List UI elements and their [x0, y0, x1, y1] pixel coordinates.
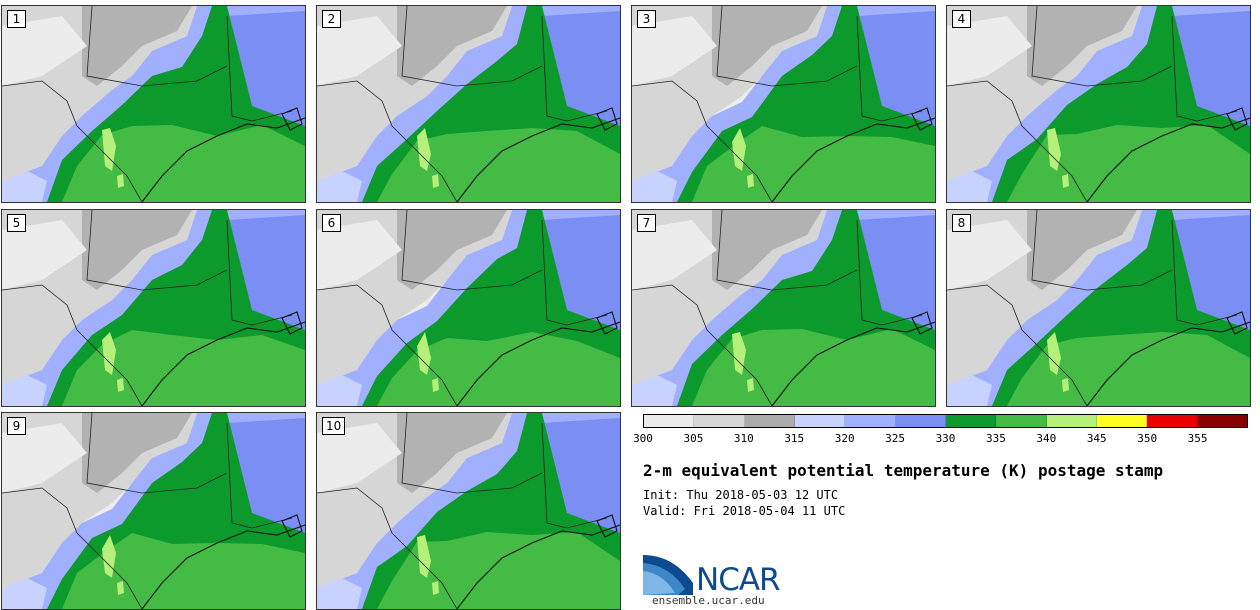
- colorbar-segment: [1197, 415, 1247, 427]
- colorbar-ticks: 300 305 310 315 320 325 330 335 340 345 350 355: [633, 432, 1248, 446]
- member-number: 1: [7, 10, 26, 28]
- map-panel: 9: [1, 412, 306, 610]
- map-image: [2, 6, 305, 202]
- map-panel: 2: [316, 5, 621, 203]
- colorbar-segment: [945, 415, 997, 427]
- colorbar-segment: [1096, 415, 1148, 427]
- map-panel: 4: [946, 5, 1251, 203]
- member-number: 6: [322, 214, 341, 232]
- colorbar-tick-label: 330: [935, 432, 956, 445]
- map-image: [947, 210, 1250, 406]
- colorbar: [643, 414, 1248, 428]
- colorbar-tick-label: 355: [1187, 432, 1208, 445]
- colorbar-segment: [1147, 415, 1198, 427]
- colorbar-tick-label: 325: [885, 432, 906, 445]
- member-number: 4: [952, 10, 971, 28]
- map-panel: 7: [631, 209, 936, 407]
- plot-title: 2-m equivalent potential temperature (K)…: [643, 461, 1164, 480]
- member-number: 8: [952, 214, 971, 232]
- member-number: 2: [322, 10, 341, 28]
- map-image: [317, 413, 620, 609]
- map-image: [2, 413, 305, 609]
- colorbar-segment: [1046, 415, 1097, 427]
- map-image: [317, 210, 620, 406]
- member-number: 9: [7, 417, 26, 435]
- map-image: [632, 6, 935, 202]
- logo-text: NCAR: [696, 562, 781, 598]
- valid-time: Valid: Fri 2018-05-04 11 UTC: [643, 504, 846, 518]
- map-panel: 1: [1, 5, 306, 203]
- colorbar-tick-label: 310: [733, 432, 754, 445]
- map-image: [632, 210, 935, 406]
- site-url: ensemble.ucar.edu: [652, 594, 765, 607]
- ncar-logo-icon: [643, 555, 693, 595]
- colorbar-segment: [694, 415, 745, 427]
- colorbar-segment: [845, 415, 896, 427]
- init-time: Init: Thu 2018-05-03 12 UTC: [643, 488, 839, 502]
- colorbar-segment: [744, 415, 795, 427]
- colorbar-tick-label: 320: [834, 432, 855, 445]
- colorbar-tick-label: 315: [784, 432, 805, 445]
- colorbar-tick-label: 305: [683, 432, 704, 445]
- colorbar-tick-label: 350: [1137, 432, 1158, 445]
- map-image: [2, 210, 305, 406]
- map-image: [947, 6, 1250, 202]
- colorbar-segment: [996, 415, 1047, 427]
- colorbar-tick-label: 345: [1086, 432, 1107, 445]
- member-number: 10: [322, 417, 346, 435]
- map-panel: 10: [316, 412, 621, 610]
- colorbar-tick-label: 300: [633, 432, 653, 445]
- map-panel: 3: [631, 5, 936, 203]
- member-number: 3: [637, 10, 656, 28]
- member-number: 7: [637, 214, 656, 232]
- colorbar-tick-label: 340: [1036, 432, 1057, 445]
- colorbar-segment: [895, 415, 946, 427]
- colorbar-segment: [644, 415, 695, 427]
- map-panel: 8: [946, 209, 1251, 407]
- map-panel: 5: [1, 209, 306, 407]
- colorbar-tick-label: 335: [985, 432, 1006, 445]
- colorbar-segment: [794, 415, 846, 427]
- map-panel: 6: [316, 209, 621, 407]
- map-image: [317, 6, 620, 202]
- member-number: 5: [7, 214, 26, 232]
